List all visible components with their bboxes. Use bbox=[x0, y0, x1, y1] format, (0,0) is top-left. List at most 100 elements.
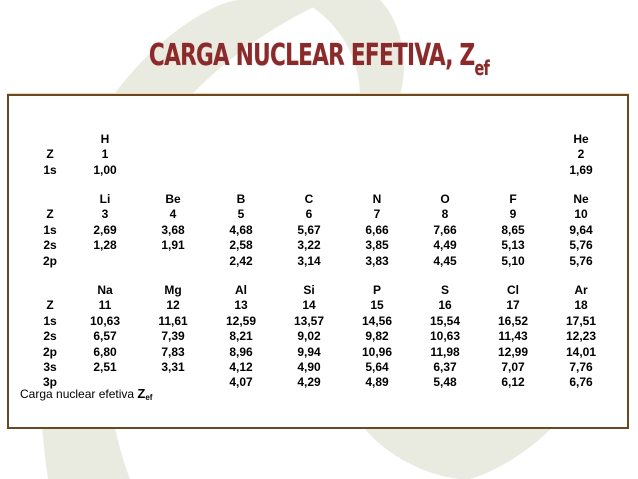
element-symbol: B bbox=[236, 192, 246, 206]
zef-value-2s: 3,85 bbox=[365, 238, 389, 253]
zef-value-2s: 4,49 bbox=[433, 238, 457, 253]
zef-value-1s: 6,66 bbox=[365, 222, 389, 237]
zef-value-2p: 5,10 bbox=[501, 253, 525, 268]
zef-value-2p: 3,83 bbox=[365, 253, 389, 268]
zef-value-2s: 10,63 bbox=[429, 329, 461, 344]
row-label-1s: 1s bbox=[43, 313, 57, 328]
title-subscript: ef bbox=[474, 56, 490, 80]
row-label-2p: 2p bbox=[42, 253, 57, 268]
zef-value-1s: 3,68 bbox=[161, 222, 185, 237]
zef-value-3p: 5,48 bbox=[433, 375, 457, 390]
zef-value-1s: 16,52 bbox=[497, 313, 529, 328]
zef-value-3p: 4,07 bbox=[229, 375, 253, 390]
zef-value-1s: 8,65 bbox=[501, 222, 525, 237]
element-symbol: Li bbox=[99, 192, 111, 206]
zef-value-3s: 4,12 bbox=[229, 360, 253, 374]
footnote-symbol: Zef bbox=[137, 386, 153, 402]
row-label-1s: 1s bbox=[43, 222, 57, 237]
zef-table-box bbox=[7, 94, 629, 429]
zef-value-3p: 6,76 bbox=[569, 375, 593, 390]
zef-value-1s: 17,51 bbox=[565, 313, 597, 328]
zef-value-Z: 5 bbox=[237, 207, 245, 222]
row-label-2p: 2p bbox=[42, 344, 57, 359]
element-symbol: Ne bbox=[573, 192, 589, 206]
zef-value-3s: 7,76 bbox=[569, 360, 593, 374]
zef-value-3s: 4,90 bbox=[297, 360, 321, 374]
zef-value-1s: 10,63 bbox=[89, 313, 121, 328]
zef-value-2p: 9,94 bbox=[297, 344, 321, 359]
element-symbol: Mg bbox=[164, 283, 182, 297]
zef-value-1s: 15,54 bbox=[429, 313, 461, 328]
zef-value-2s: 8,21 bbox=[229, 329, 253, 344]
row-label-Z: Z bbox=[46, 207, 54, 222]
zef-value-Z: 13 bbox=[234, 298, 248, 313]
element-symbol: Al bbox=[235, 283, 247, 297]
element-symbol: Si bbox=[303, 283, 315, 297]
zef-value-1s: 1,69 bbox=[569, 162, 593, 177]
zef-value-2s: 7,39 bbox=[161, 329, 185, 344]
zef-value-2s: 9,82 bbox=[365, 329, 389, 344]
zef-value-2s: 12,23 bbox=[565, 329, 597, 344]
zef-value-2s: 11,43 bbox=[498, 329, 528, 344]
element-symbol: S bbox=[440, 283, 449, 297]
page-title: CARGA NUCLEAR EFETIVA, Zef bbox=[148, 38, 490, 80]
zef-value-1s: 13,57 bbox=[293, 313, 325, 328]
row-label-2s: 2s bbox=[43, 329, 57, 344]
zef-value-2p: 4,45 bbox=[433, 253, 457, 268]
zef-value-2s: 9,02 bbox=[297, 329, 321, 344]
zef-value-3s: 7,07 bbox=[501, 360, 525, 374]
zef-value-2p: 2,42 bbox=[229, 253, 253, 268]
zef-value-2p: 3,14 bbox=[297, 253, 321, 268]
zef-value-Z: 16 bbox=[438, 298, 452, 313]
footnote: Carga nuclear efetiva Zef bbox=[20, 386, 153, 402]
element-symbol: F bbox=[509, 192, 517, 206]
zef-value-3s: 6,37 bbox=[433, 360, 457, 374]
element-symbol: Na bbox=[97, 283, 113, 297]
zef-value-3p: 6,12 bbox=[501, 375, 525, 390]
zef-value-2p: 14,01 bbox=[565, 344, 597, 359]
zef-value-Z: 15 bbox=[370, 298, 384, 313]
zef-value-Z: 14 bbox=[302, 298, 316, 313]
zef-value-1s: 9,64 bbox=[569, 222, 593, 237]
zef-value-2s: 5,13 bbox=[501, 238, 525, 253]
zef-value-Z: 1 bbox=[101, 147, 109, 162]
zef-value-Z: 3 bbox=[101, 207, 109, 222]
zef-value-1s: 1,00 bbox=[93, 162, 117, 177]
row-label-Z: Z bbox=[46, 147, 54, 162]
element-symbol: P bbox=[372, 283, 381, 297]
zef-value-2p: 6,80 bbox=[93, 344, 117, 359]
zef-value-Z: 6 bbox=[305, 207, 313, 222]
zef-value-1s: 11,61 bbox=[158, 313, 188, 328]
element-symbol: C bbox=[304, 192, 314, 206]
zef-value-2s: 1,91 bbox=[161, 238, 185, 253]
row-label-3p: 3p bbox=[42, 375, 57, 390]
zef-value-Z: 9 bbox=[509, 207, 517, 222]
zef-value-2p: 7,83 bbox=[161, 344, 185, 359]
row-label-Z: Z bbox=[46, 298, 54, 313]
zef-value-Z: 8 bbox=[441, 207, 449, 222]
zef-value-2p: 8,96 bbox=[229, 344, 253, 359]
zef-value-2s: 2,58 bbox=[229, 238, 253, 253]
zef-value-Z: 11 bbox=[98, 298, 112, 313]
zef-value-1s: 7,66 bbox=[433, 222, 457, 237]
zef-value-Z: 10 bbox=[574, 207, 588, 222]
row-label-1s: 1s bbox=[43, 162, 57, 177]
zef-value-Z: 12 bbox=[166, 298, 180, 313]
row-label-3s: 3s bbox=[43, 360, 57, 374]
zef-value-3p: 4,89 bbox=[365, 375, 389, 390]
zef-value-1s: 4,68 bbox=[229, 222, 253, 237]
zef-value-3s: 3,31 bbox=[161, 360, 185, 374]
element-symbol: He bbox=[573, 132, 589, 146]
element-symbol: H bbox=[100, 132, 110, 146]
row-label-2s: 2s bbox=[43, 238, 57, 253]
zef-value-2s: 1,28 bbox=[93, 238, 117, 253]
element-symbol: O bbox=[440, 192, 450, 206]
zef-value-3p: 4,29 bbox=[297, 375, 321, 390]
zef-value-2s: 6,57 bbox=[93, 329, 117, 344]
element-symbol: Be bbox=[165, 192, 181, 206]
zef-value-3s: 2,51 bbox=[93, 360, 117, 374]
zef-value-Z: 18 bbox=[574, 298, 588, 313]
element-symbol: Cl bbox=[507, 283, 519, 297]
zef-value-2s: 3,22 bbox=[297, 238, 321, 253]
